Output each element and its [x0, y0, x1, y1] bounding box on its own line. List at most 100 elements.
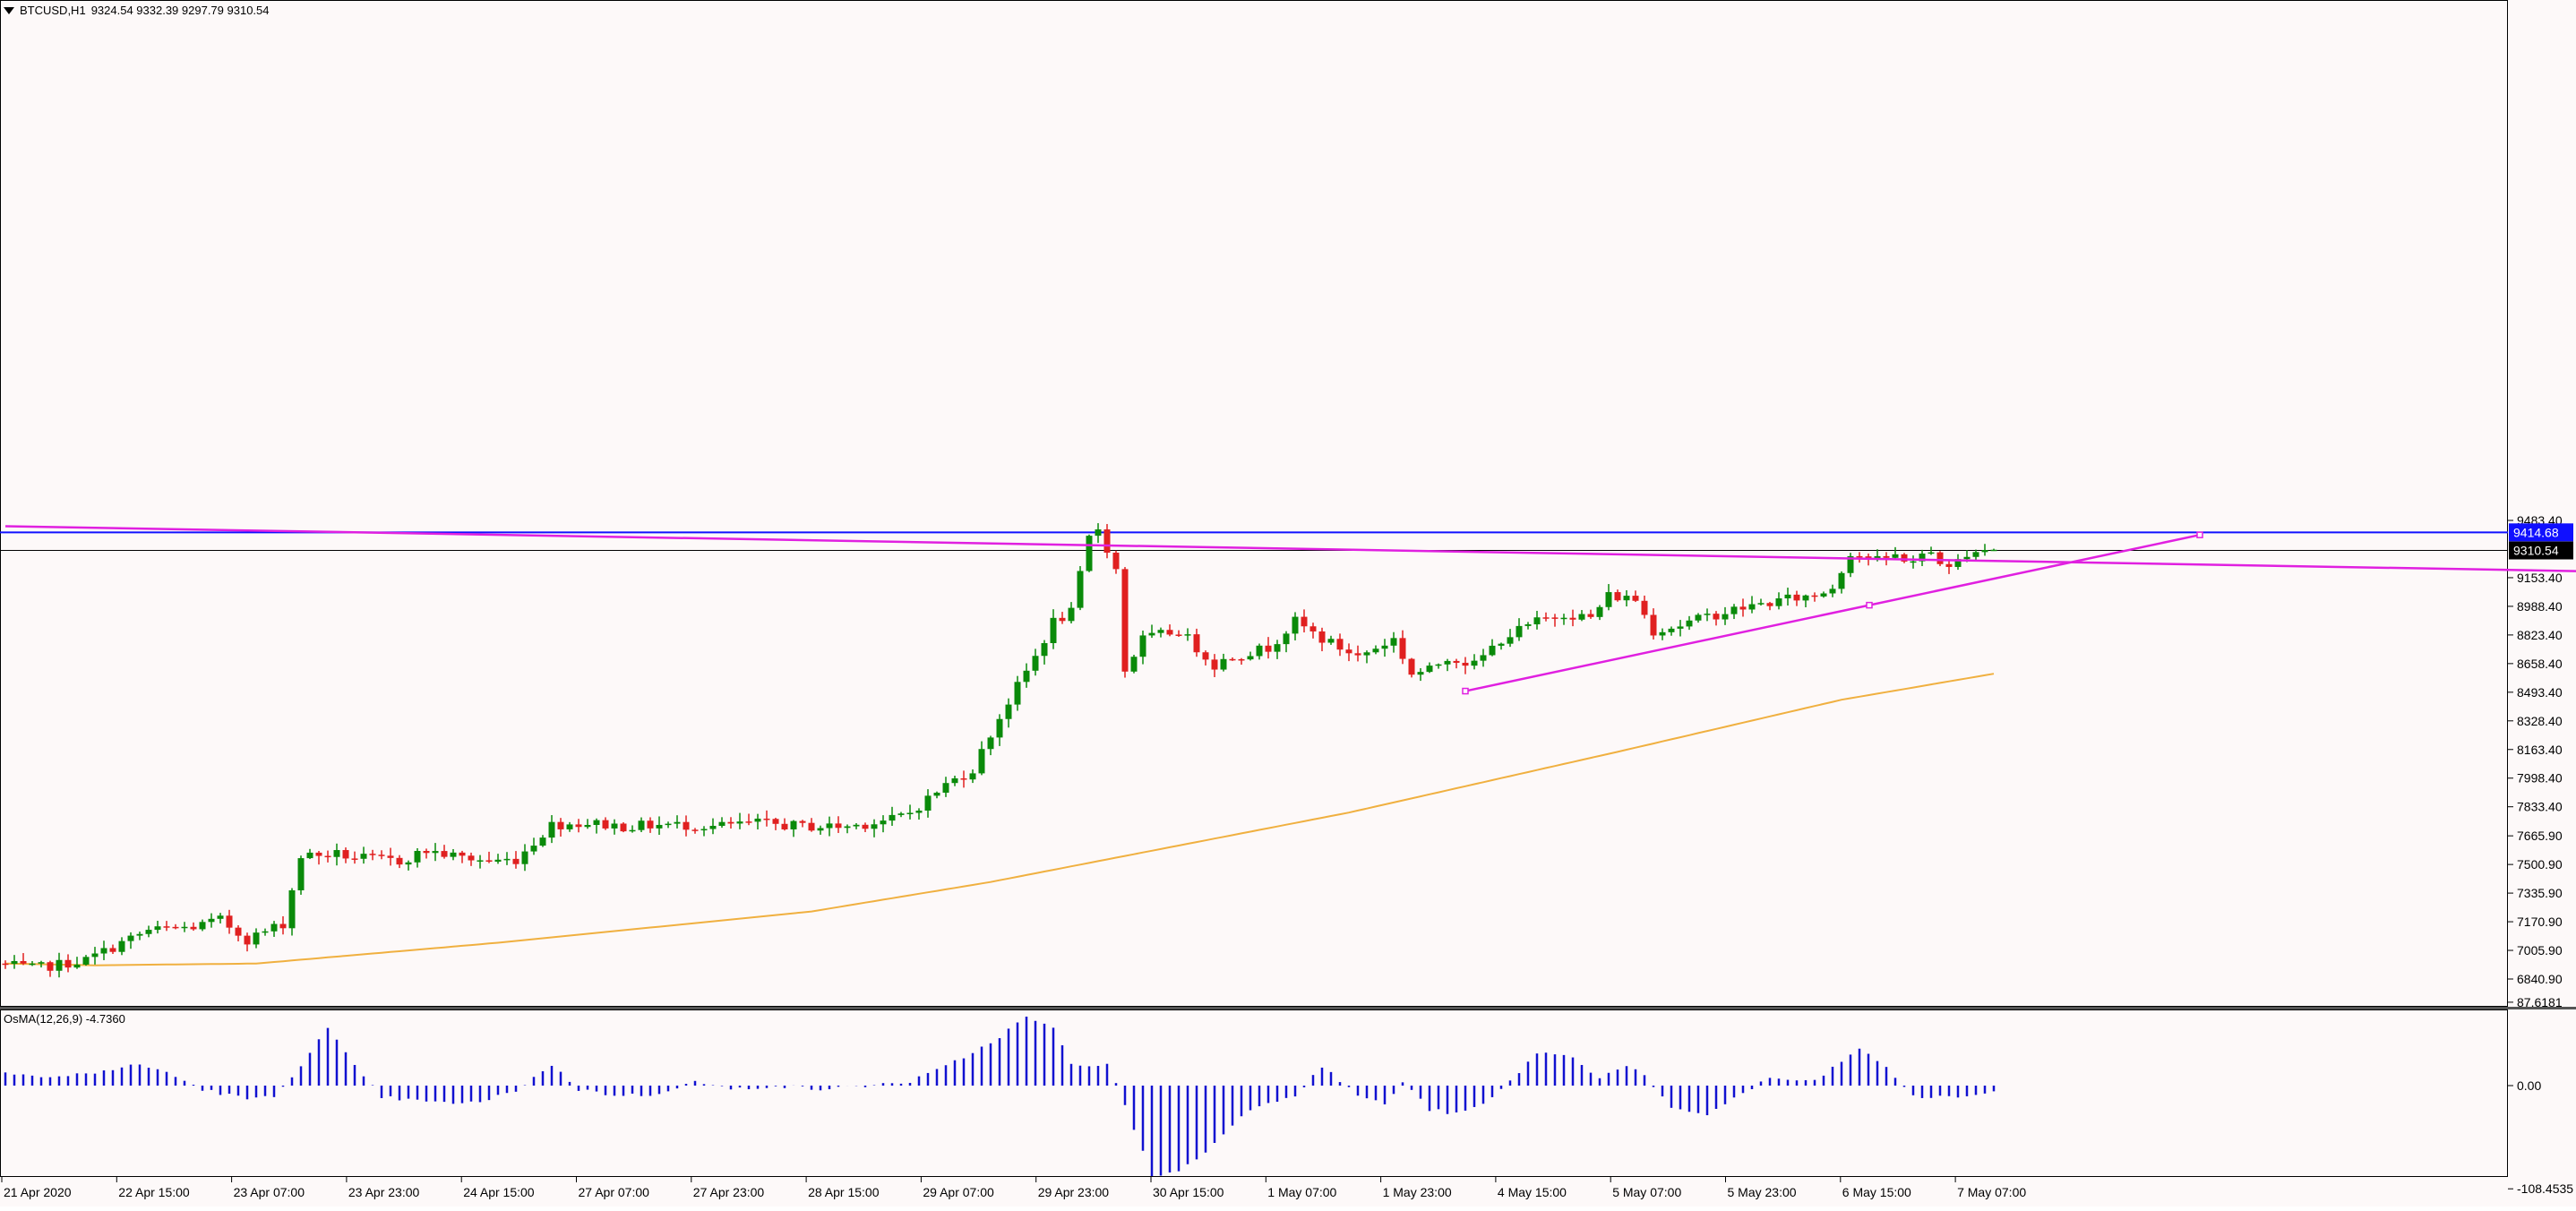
- candle[interactable]: [1910, 555, 1917, 569]
- candle[interactable]: [656, 816, 663, 836]
- descending-trendline[interactable]: [4, 525, 2576, 578]
- trendline-anchor-handle[interactable]: [1462, 687, 1469, 695]
- candle[interactable]: [557, 818, 564, 837]
- candle[interactable]: [1041, 640, 1048, 665]
- candle[interactable]: [1435, 663, 1442, 669]
- candle[interactable]: [691, 828, 699, 834]
- candle[interactable]: [1417, 667, 1424, 682]
- candle[interactable]: [333, 843, 340, 866]
- candle[interactable]: [1704, 608, 1711, 622]
- candle[interactable]: [1829, 584, 1836, 597]
- candle[interactable]: [387, 847, 394, 866]
- candle[interactable]: [1605, 584, 1612, 611]
- candle[interactable]: [638, 817, 645, 833]
- candle[interactable]: [441, 845, 448, 859]
- candle[interactable]: [629, 825, 636, 833]
- candle[interactable]: [1444, 658, 1451, 672]
- candle[interactable]: [145, 925, 152, 938]
- candle[interactable]: [521, 844, 528, 872]
- candle[interactable]: [1677, 620, 1684, 637]
- candle[interactable]: [1551, 614, 1558, 627]
- candle[interactable]: [1596, 605, 1603, 621]
- candle[interactable]: [1157, 627, 1164, 638]
- candle[interactable]: [808, 818, 815, 832]
- candle[interactable]: [1757, 598, 1765, 606]
- candle[interactable]: [987, 735, 994, 756]
- candle[interactable]: [1318, 627, 1326, 652]
- candle[interactable]: [64, 954, 72, 973]
- candle[interactable]: [835, 816, 842, 833]
- candle[interactable]: [315, 851, 322, 865]
- candle[interactable]: [1928, 546, 1935, 555]
- candle[interactable]: [1095, 523, 1102, 544]
- candle[interactable]: [736, 812, 743, 829]
- candle[interactable]: [1327, 635, 1335, 645]
- candle[interactable]: [262, 928, 269, 936]
- candle[interactable]: [700, 826, 708, 837]
- candle[interactable]: [1363, 650, 1370, 664]
- candle[interactable]: [826, 816, 833, 837]
- candle[interactable]: [1184, 628, 1191, 641]
- candle[interactable]: [450, 848, 457, 861]
- candle[interactable]: [942, 777, 949, 797]
- candle[interactable]: [109, 944, 116, 955]
- candle[interactable]: [1784, 588, 1791, 606]
- candle[interactable]: [1498, 642, 1505, 650]
- candle[interactable]: [1265, 637, 1272, 659]
- candle[interactable]: [1336, 633, 1344, 657]
- candle[interactable]: [1426, 662, 1433, 674]
- candle[interactable]: [1408, 657, 1415, 678]
- candle[interactable]: [1686, 615, 1693, 631]
- candle[interactable]: [1274, 640, 1281, 659]
- candle[interactable]: [853, 823, 860, 829]
- candle[interactable]: [1856, 552, 1863, 563]
- candle[interactable]: [924, 789, 932, 818]
- candle[interactable]: [602, 817, 609, 830]
- candle[interactable]: [620, 821, 627, 833]
- candle[interactable]: [1139, 631, 1146, 665]
- candle[interactable]: [1005, 698, 1012, 728]
- candle[interactable]: [1462, 657, 1469, 674]
- candle[interactable]: [1650, 608, 1657, 640]
- candle[interactable]: [915, 808, 923, 820]
- candle[interactable]: [880, 815, 887, 833]
- candle[interactable]: [611, 819, 618, 835]
- candle[interactable]: [1569, 609, 1576, 627]
- candle[interactable]: [405, 860, 412, 871]
- candle[interactable]: [38, 960, 45, 968]
- candle[interactable]: [1695, 613, 1702, 623]
- candle[interactable]: [477, 855, 484, 869]
- candle[interactable]: [674, 815, 681, 829]
- candle[interactable]: [1560, 614, 1567, 625]
- candle[interactable]: [199, 919, 206, 932]
- candle[interactable]: [1345, 643, 1352, 662]
- candle[interactable]: [396, 855, 403, 869]
- candle[interactable]: [817, 825, 824, 835]
- candle[interactable]: [217, 913, 224, 923]
- candle[interactable]: [253, 928, 260, 949]
- candle[interactable]: [1730, 604, 1738, 620]
- candle[interactable]: [709, 818, 717, 835]
- candle[interactable]: [1722, 606, 1729, 625]
- candle[interactable]: [1059, 612, 1066, 624]
- candle[interactable]: [754, 813, 761, 829]
- candle[interactable]: [118, 937, 125, 956]
- candle[interactable]: [1372, 645, 1379, 655]
- candle[interactable]: [1202, 650, 1209, 666]
- candle[interactable]: [1632, 590, 1639, 603]
- candle[interactable]: [1238, 657, 1245, 666]
- candle[interactable]: [548, 815, 555, 844]
- candle[interactable]: [530, 837, 537, 855]
- collapse-triangle-icon[interactable]: [4, 6, 14, 14]
- candle[interactable]: [1668, 626, 1675, 636]
- candle[interactable]: [351, 851, 358, 864]
- candle[interactable]: [423, 848, 430, 859]
- candle[interactable]: [1086, 534, 1093, 572]
- candle[interactable]: [1480, 648, 1487, 667]
- candle[interactable]: [342, 847, 349, 863]
- candle[interactable]: [1256, 643, 1263, 660]
- candle[interactable]: [1811, 592, 1818, 602]
- candle[interactable]: [960, 770, 967, 788]
- candle[interactable]: [745, 813, 752, 826]
- candle[interactable]: [1193, 628, 1200, 657]
